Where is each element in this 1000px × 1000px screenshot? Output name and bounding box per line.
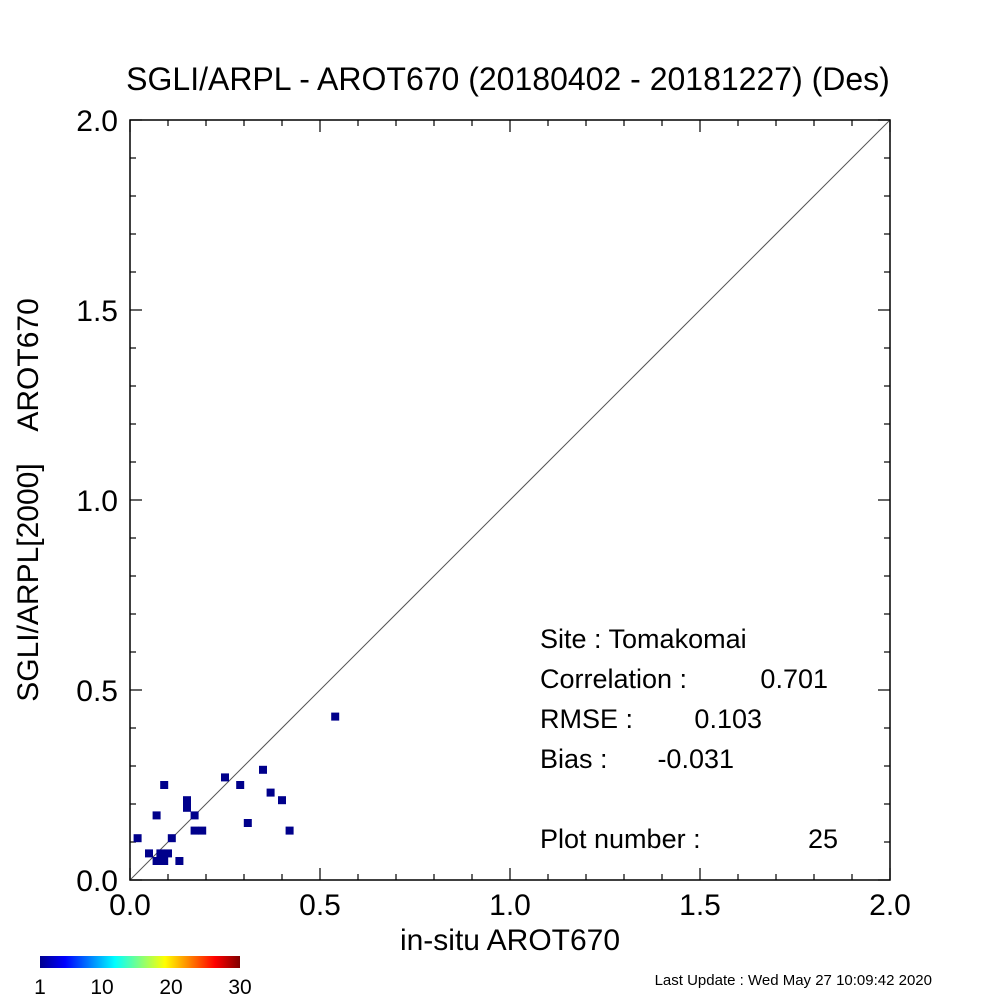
x-tick-label: 0.5 bbox=[299, 889, 341, 922]
data-point bbox=[156, 849, 165, 858]
data-point bbox=[152, 811, 161, 820]
data-point bbox=[164, 849, 172, 858]
colorbar-label: 1 bbox=[34, 976, 46, 999]
correlation-label: Correlation : bbox=[540, 664, 687, 694]
bias-value: -0.031 bbox=[657, 744, 734, 774]
x-tick-label: 1.0 bbox=[489, 889, 531, 922]
rmse-value: 0.103 bbox=[694, 704, 762, 734]
y-axis-label: SGLI/ARPL[2000] AROT670 bbox=[12, 298, 45, 702]
colorbar-label: 30 bbox=[228, 976, 251, 999]
one-to-one-line bbox=[129, 119, 891, 881]
colorbar-label: 10 bbox=[90, 976, 113, 999]
data-point bbox=[190, 811, 199, 820]
axis-ticks bbox=[129, 119, 891, 881]
data-point bbox=[133, 834, 142, 843]
data-point bbox=[331, 712, 340, 721]
data-point bbox=[266, 788, 275, 797]
data-point bbox=[259, 765, 267, 774]
x-axis-label: in-situ AROT670 bbox=[400, 924, 620, 957]
colorbar-label: 20 bbox=[159, 976, 182, 999]
y-tick-label: 1.0 bbox=[76, 485, 118, 518]
x-tick-label: 2.0 bbox=[869, 889, 911, 922]
x-tick-labels: 0.0 0.5 1.0 1.5 2.0 bbox=[109, 889, 911, 922]
data-point bbox=[285, 826, 294, 835]
data-point bbox=[183, 796, 191, 805]
data-point bbox=[198, 826, 207, 835]
y-tick-label: 2.0 bbox=[76, 105, 118, 138]
y-tick-label: 0.5 bbox=[76, 675, 118, 708]
x-tick-label: 1.5 bbox=[679, 889, 721, 922]
bias-label: Bias : bbox=[540, 744, 608, 774]
site-label: Site : Tomakomai bbox=[540, 624, 747, 654]
last-update-text: Last Update : Wed May 27 10:09:42 2020 bbox=[655, 972, 932, 989]
stats-box: Site : Tomakomai Correlation : 0.701 RMS… bbox=[540, 624, 838, 854]
data-point bbox=[145, 849, 153, 858]
x-tick-label: 0.0 bbox=[109, 889, 151, 922]
data-point bbox=[190, 826, 199, 835]
data-point bbox=[236, 781, 245, 789]
data-point bbox=[221, 773, 229, 782]
chart-title: SGLI/ARPL - AROT670 (20180402 - 20181227… bbox=[126, 61, 890, 97]
y-tick-labels: 0.0 0.5 1.0 1.5 2.0 bbox=[76, 105, 118, 898]
data-point bbox=[183, 803, 191, 812]
data-point bbox=[160, 781, 169, 789]
colorbar: 1 10 20 30 bbox=[34, 956, 252, 999]
data-point bbox=[243, 819, 252, 827]
rmse-label: RMSE : bbox=[540, 704, 633, 734]
data-point bbox=[152, 857, 161, 865]
correlation-value: 0.701 bbox=[760, 664, 828, 694]
data-point bbox=[278, 796, 286, 805]
plot-number-value: 25 bbox=[808, 824, 838, 854]
data-point bbox=[175, 857, 184, 865]
data-points bbox=[133, 712, 340, 865]
colorbar-gradient bbox=[40, 956, 240, 968]
plot-area bbox=[129, 119, 891, 881]
data-point bbox=[160, 857, 169, 865]
plot-number-label: Plot number : bbox=[540, 824, 701, 854]
data-point bbox=[167, 834, 176, 843]
y-tick-label: 1.5 bbox=[76, 295, 118, 328]
y-tick-label: 0.0 bbox=[76, 865, 118, 898]
